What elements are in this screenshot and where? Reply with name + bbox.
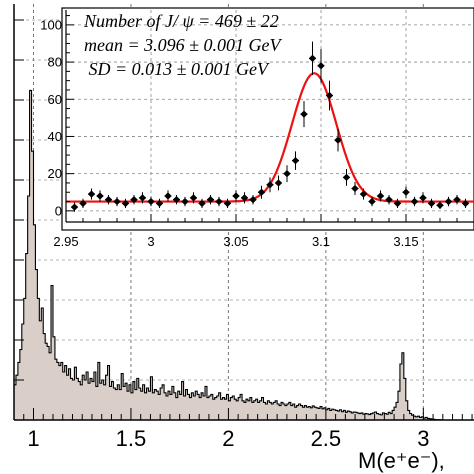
inset-data-point [274,179,283,187]
main-frame [13,4,474,421]
main-histogram [14,89,465,421]
main-x-ticks: 1 1.5 2 2.5 3 [23,408,473,451]
inset-data-point [342,173,351,182]
annotation-number: Number of J/ ψ = 469 ± 22 [83,11,279,31]
main-x-tick-label: 2 [222,426,234,451]
inset-y-tick-label: 40 [48,129,62,144]
inset-x-tick-label: 3.15 [393,234,418,249]
inset-data-point [113,197,121,206]
histogram-fill [14,90,465,421]
main-x-tick-label: 3 [417,426,429,451]
inset-data-point [70,203,79,211]
inset-x-tick-label: 3.05 [223,234,248,249]
inset-y-tick-label: 80 [48,55,62,70]
inset-y-tick-label: 20 [48,166,62,181]
main-x-tick-label: 2.5 [311,426,342,451]
inset-y-ticks: 0 20 40 60 80 100 [40,10,74,222]
inset-data-point [79,199,87,208]
inset-data-point [325,91,334,100]
inset-data-point [317,62,325,70]
inset-x-tick-label: 3.1 [312,234,330,249]
inset-data-point [283,169,291,178]
main-x-axis-label: M(e⁺e⁻), [358,448,445,473]
inset-panel: 2.95 3 3.05 3.1 3.15 0 20 40 60 80 100 Number of … [40,7,474,249]
annotation-mean: mean = 3.096 ± 0.001 GeV [84,35,283,55]
inset-x-tick-label: 3 [147,234,154,249]
inset-y-tick-label: 100 [40,17,62,32]
inset-data-point [359,190,368,198]
inset-data-point [87,190,96,198]
histogram-outline [14,89,465,421]
main-x-tick-label: 1.5 [116,426,147,451]
inset-data-point [402,188,410,196]
inset-data-point [308,54,317,63]
inset-y-tick-label: 0 [55,203,62,218]
inset-x-tick-label: 2.95 [53,234,78,249]
inset-x-ticks: 2.95 3 3.05 3.1 3.15 [53,214,474,249]
annotation-sd: SD = 0.013 ± 0.001 GeV [84,59,270,79]
inset-data-point [96,192,104,200]
inset-data-point [334,136,342,144]
inset-data-point [266,181,274,189]
inset-y-tick-label: 60 [48,92,62,107]
inset-data-point [351,184,359,193]
main-y-ticks [14,19,24,421]
inset-data-point [257,188,266,196]
inset-data-point [121,199,130,208]
inset-data-point [300,110,308,118]
main-x-tick-label: 1 [27,426,39,451]
inset-data-point [104,196,113,204]
